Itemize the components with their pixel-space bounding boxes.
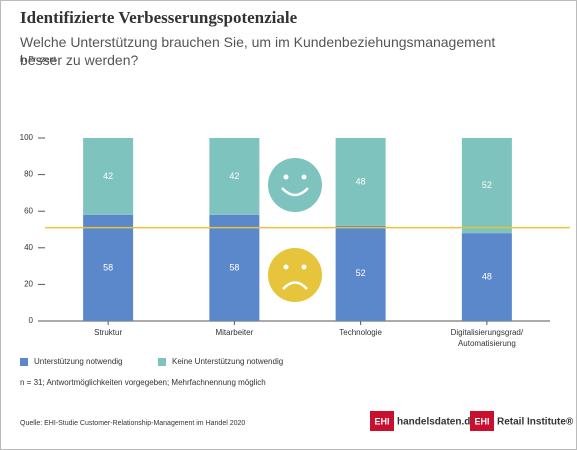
logo-badge-text: EHI — [474, 416, 489, 426]
value-label: 48 — [482, 271, 492, 281]
legend-label: Keine Unterstützung notwendig — [172, 357, 283, 366]
bar-segment — [209, 214, 260, 321]
y-tick-label: 100 — [20, 133, 34, 142]
chart-title: Identifizierte Verbesserungspotenziale — [20, 8, 298, 27]
bar-segment — [335, 225, 386, 321]
y-tick-label: 60 — [24, 206, 33, 215]
y-tick-label: 0 — [29, 316, 34, 325]
y-tick-label: 40 — [24, 243, 33, 252]
note: n = 31; Antwortmöglichkeiten vorgegeben;… — [20, 378, 266, 387]
y-tick-label: 20 — [24, 280, 33, 289]
legend-label: Unterstützung notwendig — [34, 357, 123, 366]
value-label: 52 — [482, 180, 492, 190]
smiley-happy — [268, 158, 322, 212]
y-axis-label: in Prozent — [20, 55, 57, 64]
value-label: 48 — [356, 176, 366, 186]
legend-swatch — [158, 358, 166, 366]
value-label: 52 — [356, 268, 366, 278]
x-tick-label: Mitarbeiter — [215, 328, 253, 337]
logo-text: Retail Institute® — [497, 417, 574, 428]
value-label: 58 — [103, 262, 113, 272]
value-label: 42 — [229, 171, 239, 181]
legend-swatch — [20, 358, 28, 366]
bar-segment — [461, 233, 512, 321]
value-label: 42 — [103, 171, 113, 181]
logo-badge — [370, 411, 394, 431]
logo-badge — [470, 411, 494, 431]
bar-segment — [461, 138, 512, 234]
bar-segment — [83, 138, 134, 215]
bar-segment — [335, 138, 386, 226]
chart-subtitle: Welche Unterstützung brauchen Sie, um im… — [20, 34, 495, 68]
y-tick-label: 80 — [24, 170, 33, 179]
source: Quelle: EHI-Studie Customer-Relationship… — [20, 420, 245, 427]
bar-segment — [209, 138, 260, 215]
smiley-sad — [268, 248, 322, 302]
x-tick-label: Technologie — [339, 328, 382, 337]
x-tick-label: Digitalisierungsgrad/Automatisierung — [451, 328, 524, 348]
x-tick-label: Struktur — [94, 328, 122, 337]
logo-text: handelsdaten.de — [397, 417, 476, 428]
logo-badge-text: EHI — [374, 416, 389, 426]
bar-segment — [83, 214, 134, 321]
value-label: 58 — [229, 262, 239, 272]
